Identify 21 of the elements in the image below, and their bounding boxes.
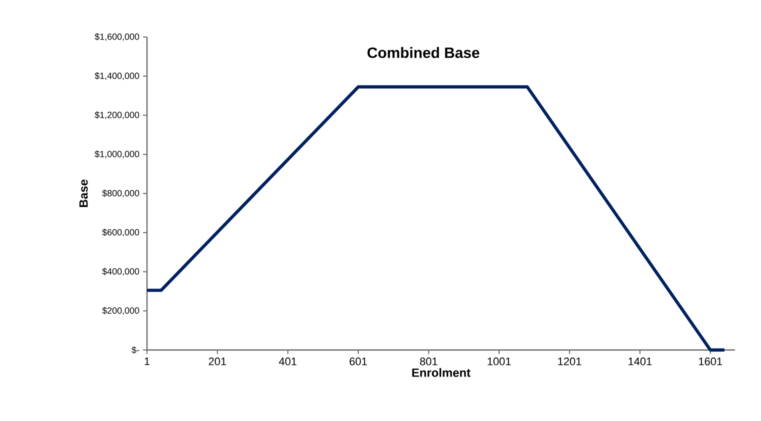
y-axis-title: Base	[79, 180, 88, 207]
y-tick-label: $1,000,000	[94, 150, 140, 158]
y-tick-label: $1,400,000	[94, 72, 140, 80]
y-tick-label: $400,000	[102, 268, 140, 276]
x-tick-label: 1201	[558, 358, 582, 366]
x-tick-label: 1	[144, 358, 150, 366]
y-tick-label: $-	[132, 346, 140, 354]
x-tick-label: 401	[278, 358, 296, 366]
x-tick-label: 201	[208, 358, 226, 366]
text: Combined Base	[368, 47, 480, 58]
x-axis-title: Enrolment	[412, 368, 470, 377]
x-tick-label: 801	[420, 358, 438, 366]
y-tick-label: $600,000	[102, 228, 140, 237]
x-tick-label: 1601	[699, 358, 722, 366]
x-tick-label: 601	[350, 358, 367, 366]
y-tick-label: $1,200,000	[94, 111, 140, 120]
y-tick-label: $1,600,000	[94, 33, 140, 41]
y-tick-label: $800,000	[102, 190, 140, 198]
x-tick-label: 1401	[628, 358, 652, 366]
x-tick-label: 1001	[488, 358, 511, 366]
y-tick-label: $200,000	[102, 306, 140, 315]
